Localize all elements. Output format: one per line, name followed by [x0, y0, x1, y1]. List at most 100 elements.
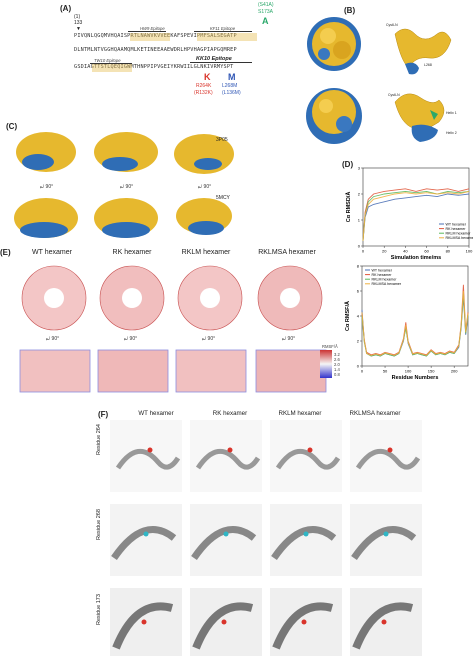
f-row-label-264: Residue 264	[96, 424, 102, 455]
panel-b-structures: Cys6-N Cys6-N L268 Helix 1 Helix 2	[300, 14, 468, 152]
cys-n-top-annotation: Cys6-N	[386, 23, 398, 27]
sequence-text-3: GSDIAGTTSTLQEQIGWMTHNPPIPVGEIYKRWIILGLNK…	[74, 64, 234, 70]
x-tick-label: 40	[403, 249, 408, 254]
m-letter: M	[228, 72, 236, 82]
hexamer-top-view-top	[307, 17, 361, 71]
position-number: 133	[74, 20, 83, 26]
helix2-annotation: Helix 2	[446, 131, 457, 135]
rmsf-tick-0: 3.2	[334, 352, 340, 357]
l268-annotation: L268	[424, 63, 432, 67]
crystal-structure-row-1	[16, 132, 234, 174]
r264k-mutation: R264K	[196, 83, 212, 89]
pdb-3p05-label: 3P05	[216, 137, 228, 143]
r132k-mutation: (R132K)	[194, 90, 213, 96]
panel-a-label: (A)	[60, 4, 72, 13]
f-title-rklmsa: RKLMSA hexamer	[349, 410, 401, 417]
sequence-line-2: DLNTMLNTVGGHQAAMQMLKETINEEAAEWDRLHPVHAGP…	[74, 47, 237, 56]
l136m-mutation: (L136M)	[222, 90, 241, 96]
x-axis-label: Simulation time/ms	[391, 255, 441, 260]
rotate-icon-e2: ⤾ 90°	[124, 336, 137, 342]
rmsf-tick-1: 2.6	[334, 357, 340, 362]
panel-e-structures: ⤾ 90° ⤾ 90° ⤾ 90° ⤾ 90°	[6, 258, 338, 408]
rotate-icon-e3: ⤾ 90°	[202, 336, 215, 342]
s41a-mutation: (S41A)	[258, 2, 274, 8]
hw9-highlight	[130, 33, 170, 41]
helix1-annotation: Helix 1	[446, 111, 457, 115]
x-tick-label: 50	[383, 369, 388, 374]
f-row-label-173: Residue 173	[96, 594, 102, 625]
rmsf-hexamer-bottom-row	[19, 349, 327, 393]
legend-label-3: RKLMSA hexamer	[446, 236, 474, 240]
panel-c-structures: ⤾ 90° ⤾ 90° ⤾ 90°	[8, 128, 248, 248]
panel-b-label: (B)	[344, 6, 356, 15]
crystal-structure-row-2	[14, 198, 232, 238]
arrow-down-icon: ▼	[76, 26, 81, 32]
tw10-highlight	[92, 64, 132, 72]
f-row-173	[110, 588, 422, 656]
panel-c-label: (C)	[6, 122, 18, 131]
hexamer-side-view-bottom	[306, 88, 362, 144]
x-axis-label: Residue Numbers	[392, 375, 439, 380]
e-title-wt: WT hexamer	[32, 249, 72, 256]
hw9-epitope-label: HW9 Epitope	[140, 26, 165, 31]
x-tick-label: 150	[428, 369, 435, 374]
sequence-text-2: DLNTMLNTVGGHQAAMQMLKETINEEAAEWDRLHPVHAGP…	[74, 47, 237, 53]
hw9-bracket	[128, 31, 166, 32]
rotate-icon-c2: ⤾ 90°	[120, 184, 133, 190]
rmsd-chart: 0 20 40 60 80 100 0 1 2 3 Simulation time/ms Cα RMS…	[345, 164, 474, 262]
l268m-mutation: L268M	[222, 83, 238, 89]
rmsf-chart-svg: 0 50 100 150 200 0 2 4 6 8 Residue Numbers Cα RMSF/…	[344, 264, 469, 381]
e-title-rklm: RKLM hexamer	[181, 249, 231, 256]
series-line-1	[361, 284, 469, 356]
legend-label-2: RKLM hexamer	[446, 232, 472, 236]
legend-label-1: RK hexamer	[372, 273, 393, 277]
f-row-264	[110, 420, 422, 492]
tw10-bracket	[90, 63, 132, 64]
rmsf-scale-title: RMSF/Å	[322, 344, 338, 349]
series-line-3	[362, 190, 470, 241]
rotate-icon-e4: ⤾ 90°	[282, 336, 295, 342]
k-letter: K	[204, 72, 211, 82]
x-tick-label: 200	[451, 369, 458, 374]
x-tick-label: 80	[446, 249, 451, 254]
a-letter: A	[262, 16, 269, 26]
y-tick-label: 4	[357, 314, 360, 319]
legend-label-1: RK hexamer	[446, 227, 467, 231]
y-tick-label: 2	[358, 192, 361, 197]
x-tick-label: 60	[424, 249, 429, 254]
kf11-bracket	[194, 31, 252, 32]
x-tick-label: 100	[405, 369, 412, 374]
panel-f-structures	[110, 418, 430, 658]
sequence-line-3: GSDIAGTTSTLQEQIGWMTHNPPIPVGEIYKRWIILGLNK…	[74, 64, 234, 73]
rmsf-chart: 0 50 100 150 200 0 2 4 6 8 Residue Numbers Cα RMSF/…	[344, 262, 472, 381]
panel-f-svg	[110, 420, 422, 656]
series-line-2	[362, 190, 470, 241]
monomer-ribbon-bottom	[394, 93, 445, 142]
legend-label-2: RKLM hexamer	[372, 278, 398, 282]
y-axis-label: Cα RMSF/Å	[344, 301, 351, 331]
rmsf-hexamer-top-row	[21, 265, 323, 331]
kf11-highlight	[197, 33, 257, 41]
x-tick-label: 0	[362, 249, 365, 254]
y-tick-label: 2	[357, 339, 360, 344]
f-title-rklm: RKLM hexamer	[278, 410, 322, 417]
legend-label-3: RKLMSA hexamer	[372, 282, 402, 286]
sequence-text-1: PIVQNLQGQMVHQAISPRTLNAWVKVVEEKAFSPEVIPMF…	[74, 33, 237, 39]
series-line-3	[361, 290, 469, 356]
y-tick-label: 0	[358, 244, 361, 249]
plot-frame	[362, 167, 470, 247]
pdb-5mcy-label: 5MCY	[216, 195, 230, 201]
kk10-epitope-label: KK10 Epitope	[196, 56, 232, 62]
e-title-rk: RK hexamer	[112, 249, 152, 256]
panel-c-svg: ⤾ 90° ⤾ 90° ⤾ 90°	[14, 132, 234, 238]
monomer-ribbon-top	[394, 28, 452, 75]
series-line-1	[362, 188, 470, 241]
position-marker: (1)	[74, 14, 81, 20]
rmsf-scale-ticks: 3.2 2.6 2.0 1.4 0.8	[334, 352, 340, 377]
series-line-2	[361, 293, 469, 357]
f-title-rk: RK hexamer	[212, 410, 248, 417]
tw10-epitope-label: TW10 Epitope	[94, 58, 121, 63]
series-line-0	[361, 297, 469, 357]
y-tick-label: 8	[357, 264, 360, 269]
rmsf-tick-3: 1.4	[334, 367, 340, 372]
